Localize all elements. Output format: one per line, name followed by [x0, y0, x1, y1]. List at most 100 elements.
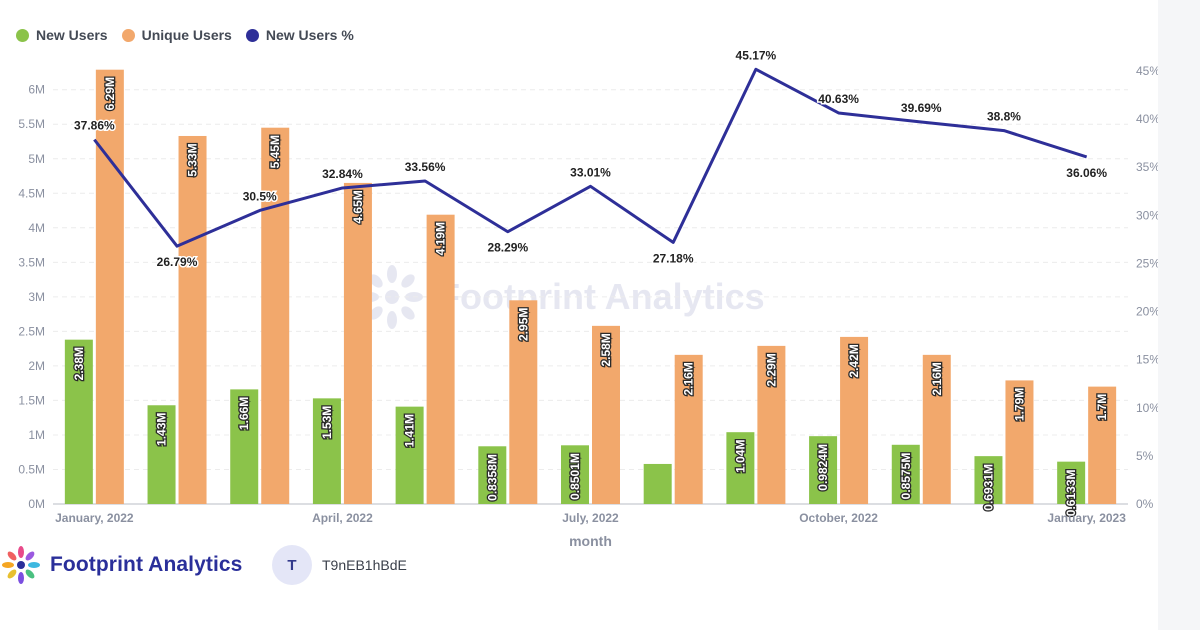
data-label-new-users-pct: 33.01% — [570, 165, 611, 179]
data-label-unique-users: 4.19M — [434, 222, 448, 255]
legend-swatch-unique-users — [121, 28, 135, 42]
x-tick-label: October, 2022 — [799, 511, 878, 525]
data-label-new-users-pct: 38.8% — [987, 110, 1021, 124]
y-left-tick-label: 2.5M — [18, 324, 45, 338]
bar-new-users — [312, 398, 341, 504]
data-label-new-users-pct: 28.29% — [487, 241, 528, 255]
y-left-tick-label: 4.5M — [18, 186, 45, 200]
y-left-tick-label: 3M — [28, 290, 45, 304]
y-left-tick-label: 0.5M — [18, 462, 45, 476]
bar-new-users — [478, 446, 507, 504]
data-label-new-users: 0.8501M — [568, 453, 582, 500]
data-label-new-users-pct: 45.17% — [736, 50, 777, 62]
bar-unique-users — [757, 345, 786, 504]
y-left-tick-label: 3.5M — [18, 255, 45, 269]
data-label-unique-users: 2.58M — [599, 333, 613, 366]
data-label-unique-users: 2.42M — [847, 344, 861, 377]
data-label-new-users: 0.6133M — [1064, 470, 1078, 517]
legend-label-unique-users: Unique Users — [141, 27, 232, 43]
bar-unique-users — [1088, 386, 1117, 504]
y-left-tick-label: 6M — [28, 83, 45, 97]
y-left-tick-label: 1M — [28, 428, 45, 442]
bar-unique-users — [840, 336, 869, 504]
legend-swatch-new-users — [16, 28, 29, 42]
bar-new-users — [974, 456, 1003, 504]
data-label-unique-users: 2.16M — [682, 362, 696, 395]
bar-new-users — [64, 339, 93, 504]
bar-unique-users — [592, 325, 620, 504]
y-right-tick-label: 25% — [1136, 256, 1158, 270]
chart-legend: New Users Unique Users New Users % — [16, 26, 354, 44]
bar-unique-users — [178, 135, 207, 504]
data-label-new-users: 1.53M — [320, 406, 334, 439]
y-left-tick-label: 5M — [28, 152, 45, 166]
bar-new-users — [643, 463, 672, 504]
data-label-new-users: 0.8575M — [899, 453, 913, 500]
data-label-unique-users: 1.7M — [1095, 394, 1109, 421]
bar-new-users — [395, 406, 424, 504]
y-left-tick-label: 2M — [28, 359, 45, 373]
data-label-new-users: 1.43M — [155, 413, 169, 446]
x-tick-label: April, 2022 — [312, 511, 373, 525]
y-right-tick-label: 0% — [1136, 497, 1154, 511]
line-new-users-pct — [93, 67, 1088, 248]
data-label-new-users: 1.41M — [403, 414, 417, 447]
legend-label-new-users-pct: New Users % — [265, 27, 354, 43]
data-label-unique-users: 2.95M — [516, 308, 530, 341]
right-side-panel — [1158, 0, 1200, 630]
bar-unique-users — [95, 69, 124, 504]
bar-unique-users — [343, 182, 372, 504]
y-right-tick-label: 10% — [1136, 401, 1158, 415]
bar-new-users — [891, 444, 920, 504]
x-tick-label: January, 2022 — [55, 511, 134, 525]
legend-item-new-users[interactable]: New Users — [16, 27, 108, 43]
x-axis-title: month — [569, 533, 612, 549]
legend-item-unique-users[interactable]: Unique Users — [121, 27, 232, 43]
footprint-brand[interactable]: Footprint Analytics — [0, 545, 242, 585]
y-right-tick-label: 35% — [1136, 160, 1158, 174]
y-right-tick-label: 15% — [1136, 353, 1158, 367]
data-label-new-users: 0.9824M — [816, 444, 830, 491]
data-label-new-users: 2.38M — [72, 347, 86, 380]
user-chip[interactable]: T T9nEB1hBdE — [272, 545, 407, 585]
bar-new-users — [561, 445, 589, 504]
bar-new-users — [230, 389, 259, 504]
legend-label-new-users: New Users — [36, 27, 108, 43]
data-label-new-users-pct: 39.69% — [901, 101, 942, 115]
y-left-tick-label: 0M — [28, 497, 45, 511]
legend-item-new-users-pct[interactable]: New Users % — [245, 27, 354, 43]
data-label-new-users-pct: 33.56% — [405, 160, 446, 174]
bar-unique-users — [922, 354, 951, 504]
bar-new-users — [1057, 461, 1086, 504]
y-right-tick-label: 20% — [1136, 305, 1158, 319]
user-name: T9nEB1hBdE — [322, 557, 407, 573]
data-label-unique-users: 2.29M — [764, 353, 778, 386]
data-label-unique-users: 6.29M — [103, 77, 117, 110]
combo-chart: 0M 0.5M 1M 1.5M 2M 2.5M 3M 3.5M 4M 4.5M 5M 5.5M 6M 0%… — [18, 50, 1158, 549]
data-label-new-users-pct: 32.84% — [322, 167, 363, 181]
data-label-new-users: 1.66M — [237, 397, 251, 430]
data-label-new-users-pct: 27.18% — [653, 251, 694, 265]
bar-new-users — [809, 436, 838, 504]
bar-new-users — [147, 405, 176, 504]
data-label-unique-users: 5.33M — [186, 143, 200, 176]
bar-unique-users — [261, 127, 290, 504]
data-label-new-users-pct: 30.5% — [243, 189, 277, 203]
data-label-new-users-pct: 37.86% — [74, 119, 115, 133]
data-label-unique-users: 4.65M — [351, 190, 365, 223]
avatar: T — [272, 545, 312, 585]
y-right-tick-label: 45% — [1136, 64, 1158, 78]
data-label-new-users: 0.8358M — [485, 454, 499, 501]
legend-swatch-new-users-pct — [245, 28, 259, 42]
data-label-new-users-pct: 40.63% — [818, 92, 859, 106]
x-tick-label: July, 2022 — [562, 511, 619, 525]
y-left-tick-label: 4M — [28, 221, 45, 235]
y-right-tick-label: 40% — [1136, 112, 1158, 126]
data-label-new-users: 0.6931M — [981, 464, 995, 511]
data-label-new-users-pct: 36.06% — [1066, 166, 1107, 180]
y-left-tick-label: 5.5M — [18, 117, 45, 131]
footprint-logo-icon — [2, 546, 40, 584]
data-label-unique-users: 1.79M — [1012, 388, 1026, 421]
footprint-brand-name: Footprint Analytics — [50, 553, 243, 576]
y-left-tick-label: 1.5M — [18, 393, 45, 407]
